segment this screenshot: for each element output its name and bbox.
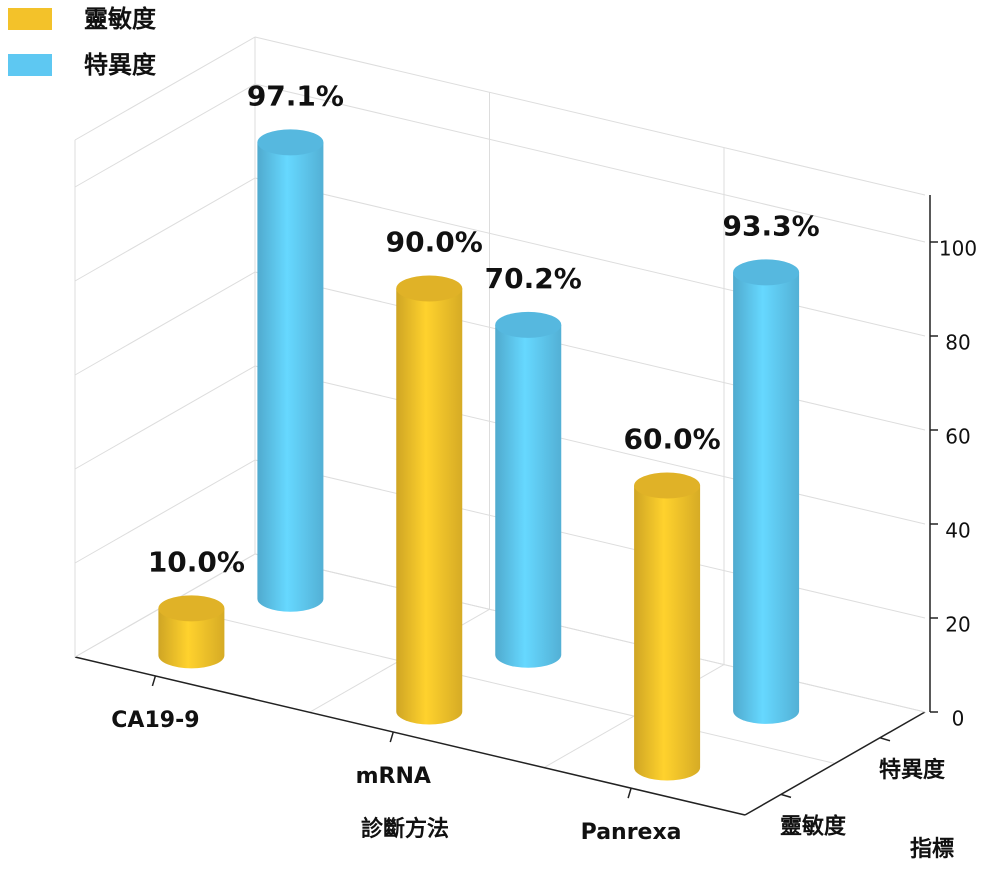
y-tick-label: 40	[945, 519, 970, 543]
wall-edge	[254, 36, 926, 196]
grid-line	[254, 459, 926, 619]
x-tick-label: Panrexa	[581, 820, 682, 845]
depth-tick	[879, 737, 891, 742]
y-tick-label: 20	[945, 613, 970, 637]
grid-line	[74, 83, 256, 188]
legend-swatch	[8, 54, 52, 76]
y-tick-label: 0	[952, 707, 965, 731]
x-tick-label: CA19-9	[111, 708, 199, 733]
depth-tick-label: 特異度	[879, 757, 946, 783]
value-label: 97.1%	[247, 79, 344, 112]
value-label: 10.0%	[148, 545, 245, 578]
value-label: 90.0%	[386, 225, 483, 258]
y-tick-label: 100	[939, 237, 977, 261]
x-tick	[151, 675, 157, 687]
grid-line	[74, 271, 256, 376]
depth-axis-line	[744, 711, 926, 816]
value-label: 60.0%	[624, 423, 721, 456]
grid-line	[254, 177, 926, 337]
bar-body	[158, 608, 225, 669]
bar-body	[634, 485, 701, 781]
bar-top	[257, 129, 324, 156]
legend-swatch	[8, 8, 52, 30]
depth-tick-label: 靈敏度	[780, 813, 847, 839]
y-tick-label: 80	[945, 331, 970, 355]
grid-line	[254, 271, 926, 431]
grid-line	[254, 365, 926, 525]
depth-axis-label: 指標	[910, 837, 954, 862]
legend-label: 特異度	[84, 51, 157, 79]
depth-tick	[780, 793, 792, 799]
grid-line	[254, 553, 926, 713]
value-label: 93.3%	[723, 209, 820, 242]
bar-top	[733, 259, 800, 286]
floor-grid	[164, 605, 836, 764]
y-tick-label: 60	[945, 425, 970, 449]
x-tick	[389, 731, 394, 743]
wall-edge	[74, 36, 256, 141]
legend-label: 靈敏度	[84, 5, 157, 33]
grid-line	[74, 177, 256, 282]
x-tick	[627, 787, 632, 799]
grid-line	[74, 459, 256, 564]
value-label: 70.2%	[485, 262, 582, 295]
x-tick-label: mRNA	[356, 764, 431, 789]
bar-body	[257, 142, 324, 612]
bar-body	[733, 272, 800, 724]
bar-body	[495, 324, 562, 668]
x-axis-line	[74, 656, 746, 816]
grid-line	[74, 365, 256, 470]
bar-top	[495, 311, 562, 338]
x-axis-label: 診斷方法	[361, 816, 449, 842]
bar-top	[396, 275, 463, 302]
bar-body	[396, 288, 463, 725]
bar-top	[634, 472, 701, 499]
grid-line	[254, 83, 926, 243]
bar-top	[158, 595, 225, 622]
